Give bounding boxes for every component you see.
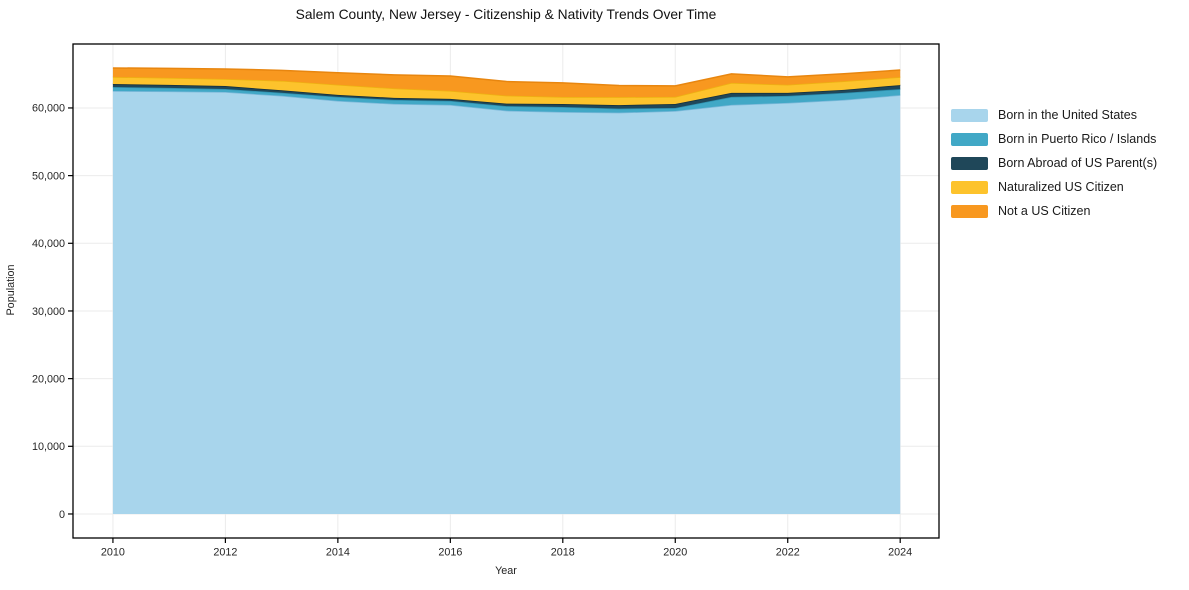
x-axis-label: Year [495, 565, 517, 577]
y-tick-label: 10,000 [32, 441, 65, 453]
legend: Born in the United States Born in Puerto … [951, 103, 1157, 223]
y-tick-label: 30,000 [32, 306, 65, 318]
y-tick-label: 40,000 [32, 238, 65, 250]
legend-label: Born in Puerto Rico / Islands [998, 132, 1157, 146]
area-edge [112, 67, 901, 87]
legend-item: Not a US Citizen [951, 199, 1157, 223]
x-tick-label: 2024 [888, 547, 912, 559]
legend-item: Born Abroad of US Parent(s) [951, 151, 1157, 175]
x-tick-label: 2010 [101, 547, 125, 559]
y-tick-label: 20,000 [32, 373, 65, 385]
legend-swatch-icon [951, 180, 988, 194]
legend-swatch-icon [951, 108, 988, 122]
plot-frame [72, 43, 940, 539]
legend-swatch-icon [951, 156, 988, 170]
legend-item: Naturalized US Citizen [951, 175, 1157, 199]
legend-label: Naturalized US Citizen [998, 180, 1124, 194]
area-born-in-the-united-states [112, 91, 901, 514]
x-tick-label: 2012 [213, 547, 237, 559]
y-tick-label: 50,000 [32, 170, 65, 182]
legend-item: Born in the United States [951, 103, 1157, 127]
x-tick-label: 2022 [776, 547, 800, 559]
legend-label: Born in the United States [998, 108, 1137, 122]
area-naturalized-us-citizen [112, 76, 901, 106]
y-tick-label: 60,000 [32, 103, 65, 115]
legend-swatch-icon [951, 132, 988, 146]
x-tick-label: 2016 [438, 547, 462, 559]
y-tick-label: 0 [59, 509, 65, 521]
legend-label: Born Abroad of US Parent(s) [998, 156, 1158, 170]
legend-label: Not a US Citizen [998, 204, 1091, 218]
y-axis-label: Population [5, 264, 17, 316]
legend-swatch-icon [951, 204, 988, 218]
x-tick-label: 2018 [551, 547, 575, 559]
area-born-in-puerto-rico-islands [112, 87, 901, 113]
x-tick-label: 2020 [663, 547, 687, 559]
area-not-a-us-citizen [112, 67, 901, 98]
legend-item: Born in Puerto Rico / Islands [951, 127, 1157, 151]
chart-title: Salem County, New Jersey - Citizenship &… [295, 7, 717, 22]
x-tick-label: 2014 [326, 547, 350, 559]
